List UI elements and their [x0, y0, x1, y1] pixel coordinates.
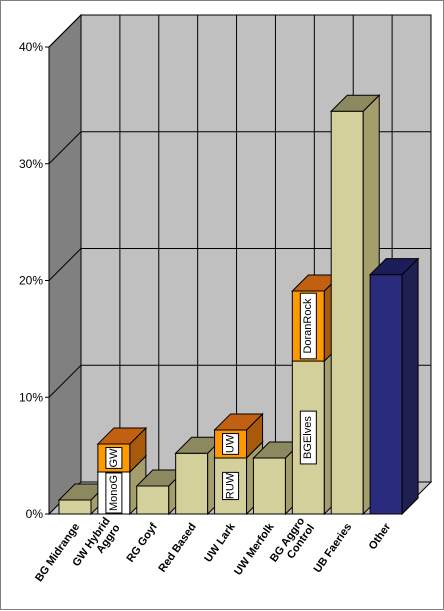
segment-label-box — [222, 471, 240, 501]
category-label-line: UB Faeries — [312, 521, 355, 575]
gridline-side — [48, 248, 82, 281]
bar-front — [58, 499, 92, 515]
bar-segment — [174, 436, 225, 516]
y-tick-label: 0% — [26, 507, 44, 521]
y-tick-label: 10% — [19, 390, 43, 404]
category-label: Red Based — [156, 521, 198, 574]
y-tick-label: 40% — [19, 40, 43, 54]
segment-label-box — [222, 433, 240, 455]
segment-label-box — [105, 472, 123, 514]
category-label-line: RG Goyf — [125, 521, 161, 565]
bar-top — [96, 427, 148, 445]
segment-label: GW — [108, 448, 120, 468]
bar-front — [252, 457, 286, 515]
segment-label-box — [299, 292, 317, 360]
bar-front — [369, 274, 403, 515]
segment-label: BGElves — [302, 416, 314, 459]
category-label-line: BG Midrange — [33, 521, 82, 584]
bar-segment: UW — [213, 412, 264, 460]
category-label: RG Goyf — [125, 521, 161, 565]
category-label: Other — [367, 521, 394, 553]
category-label: UB Faeries — [312, 521, 355, 575]
gridline-side — [48, 364, 82, 398]
category-label-line: Red Based — [156, 521, 198, 574]
bar-top — [368, 258, 420, 276]
bar-side — [401, 257, 419, 516]
category-label-line: Other — [367, 521, 394, 553]
segment-label: UW — [224, 434, 236, 453]
category-label: BG AggroControl — [268, 515, 317, 571]
bar-top — [213, 413, 264, 431]
bar-front — [136, 485, 170, 515]
bar-segment — [368, 257, 420, 516]
category-label: UW Merfolk — [232, 520, 277, 577]
category-label: BG Midrange — [33, 521, 82, 584]
y-tick-label: 20% — [19, 274, 43, 288]
gridline-side — [48, 131, 82, 165]
segment-label-box — [299, 410, 317, 465]
segment-label: RUW — [224, 472, 236, 499]
y-tick-label: 30% — [19, 157, 43, 171]
segment-label: DoranRock — [302, 298, 314, 354]
bar-top — [330, 94, 381, 112]
bar-front — [175, 452, 209, 515]
bar-front — [330, 110, 364, 515]
segment-label-box — [105, 447, 123, 469]
gridline-side — [48, 14, 82, 48]
category-label-line: UW Lark — [202, 520, 238, 564]
segment-label: MonoG — [108, 475, 120, 511]
category-label: GW HybridAggro — [70, 515, 122, 576]
category-label: UW Lark — [202, 520, 238, 564]
bar-segment: GW — [96, 426, 148, 474]
category-label-line: UW Merfolk — [232, 520, 277, 577]
